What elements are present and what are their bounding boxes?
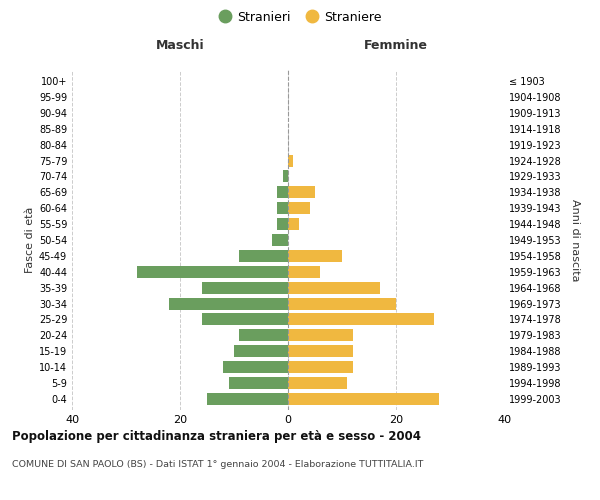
Bar (288, 330, 353, 342)
Bar (288, 298, 396, 310)
Bar (229, 377, 288, 389)
Bar (288, 282, 380, 294)
Y-axis label: Fasce di età: Fasce di età (25, 207, 35, 273)
Bar (169, 298, 288, 310)
Bar (283, 170, 288, 182)
Bar (277, 186, 288, 198)
Bar (288, 250, 342, 262)
Bar (288, 377, 347, 389)
Bar (207, 393, 288, 405)
Bar (223, 361, 288, 373)
Bar (202, 282, 288, 294)
Bar (239, 250, 288, 262)
Bar (288, 346, 353, 357)
Bar (288, 361, 353, 373)
Bar (277, 202, 288, 214)
Bar (277, 218, 288, 230)
Text: Popolazione per cittadinanza straniera per età e sesso - 2004: Popolazione per cittadinanza straniera p… (12, 430, 421, 443)
Bar (288, 266, 320, 278)
Bar (288, 186, 315, 198)
Bar (202, 314, 288, 326)
Bar (234, 346, 288, 357)
Bar (137, 266, 288, 278)
Text: COMUNE DI SAN PAOLO (BS) - Dati ISTAT 1° gennaio 2004 - Elaborazione TUTTITALIA.: COMUNE DI SAN PAOLO (BS) - Dati ISTAT 1°… (12, 460, 424, 469)
Legend: Stranieri, Straniere: Stranieri, Straniere (213, 6, 387, 29)
Bar (288, 314, 434, 326)
Bar (288, 393, 439, 405)
Bar (239, 330, 288, 342)
Bar (288, 218, 299, 230)
Bar (272, 234, 288, 246)
Bar (288, 202, 310, 214)
Bar (288, 154, 293, 166)
Text: Femmine: Femmine (364, 40, 428, 52)
Y-axis label: Anni di nascita: Anni di nascita (570, 198, 580, 281)
Text: Maschi: Maschi (155, 40, 205, 52)
